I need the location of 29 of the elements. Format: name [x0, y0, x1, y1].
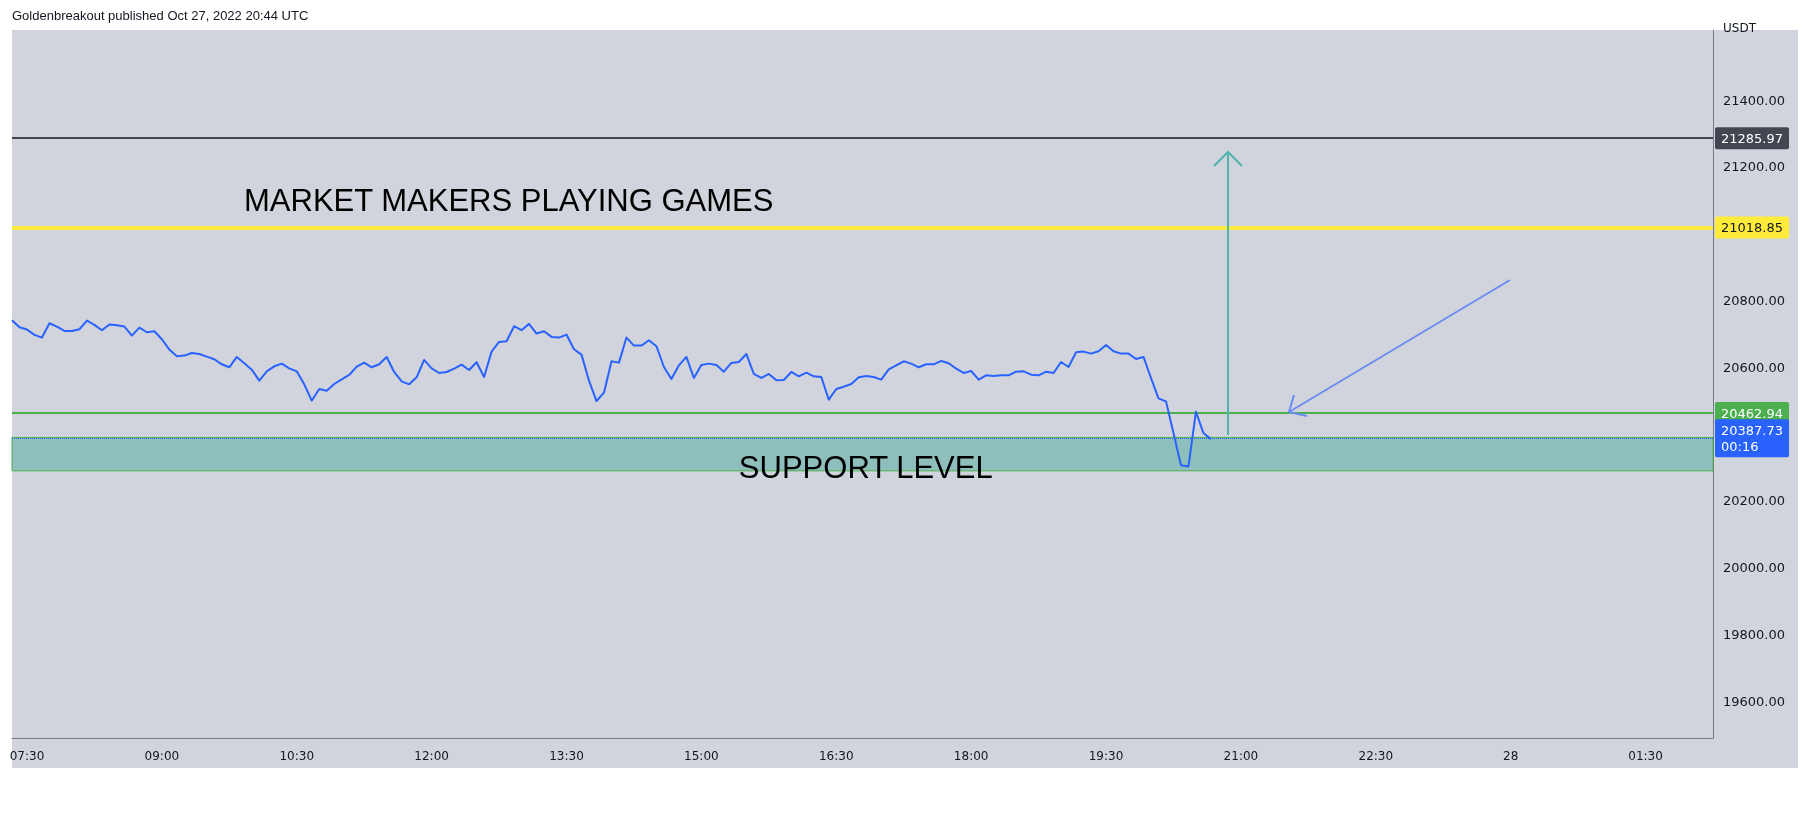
text: Goldenbreakout published Oct 27, 2022 20:44 UTC: [12, 8, 309, 23]
ref-line-label: 21285.97: [1721, 130, 1784, 146]
y-tick-label: 20800.00: [1723, 293, 1786, 309]
y-axis-title: USDT: [1723, 21, 1757, 35]
x-tick-label: 09:00: [144, 749, 180, 763]
y-tick-label: 21200.00: [1723, 159, 1786, 175]
x-tick-label: 21:00: [1223, 749, 1259, 763]
annotation: MARKET MAKERS PLAYING GAMES: [244, 182, 774, 218]
x-tick-label: 07:30: [9, 749, 45, 763]
x-tick-label: 12:00: [414, 749, 449, 763]
ref-line-label: 20387.73 00:16: [1721, 422, 1784, 454]
x-tick-label: 01:30: [1628, 749, 1663, 763]
x-tick-label: 28: [1503, 749, 1519, 763]
annotation: SUPPORT LEVEL: [738, 449, 993, 485]
ref-line-label: 20462.94: [1721, 405, 1784, 421]
x-tick-label: 10:30: [279, 749, 315, 763]
x-tick-label: 19:30: [1088, 749, 1124, 763]
x-tick-label: 18:00: [953, 749, 989, 763]
y-tick-label: 20600.00: [1723, 359, 1786, 375]
x-tick-label: 22:30: [1358, 749, 1394, 763]
x-tick-label: 15:00: [684, 749, 719, 763]
y-tick-label: 20000.00: [1723, 560, 1786, 576]
y-tick-label: 19600.00: [1723, 693, 1786, 709]
x-tick-label: 13:30: [549, 749, 584, 763]
y-tick-label: 20200.00: [1723, 493, 1786, 509]
y-tick-label: 19800.00: [1723, 626, 1786, 642]
x-tick-label: 16:30: [818, 749, 854, 763]
ref-line-label: 21018.85: [1721, 219, 1784, 235]
y-tick-label: 21400.00: [1723, 92, 1786, 108]
